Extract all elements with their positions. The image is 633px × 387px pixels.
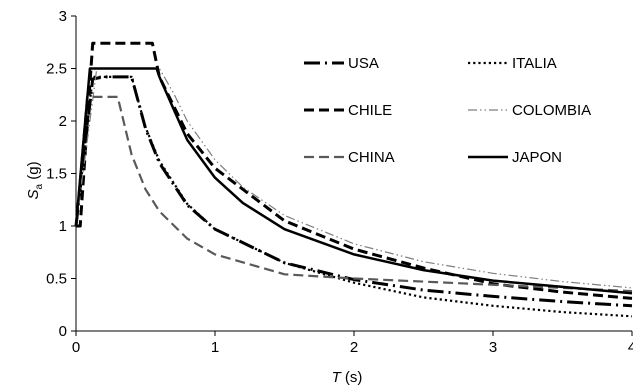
series-line-japon xyxy=(74,67,633,295)
y-tick-label: 2.5 xyxy=(46,61,67,78)
legend-label-china: CHINA xyxy=(348,149,395,166)
x-axis-label-main: T xyxy=(332,369,343,386)
y-axis-label: Sa (g) xyxy=(25,161,45,199)
legend-label-colombia: COLOMBIA xyxy=(512,102,591,119)
x-axis-label: T (s) xyxy=(332,369,363,386)
series-line-colombia xyxy=(75,67,633,289)
axis-labels: Sa (g) T (s) xyxy=(25,161,362,386)
x-tick-label: 0 xyxy=(72,339,80,356)
y-tick-label: 2 xyxy=(59,113,67,130)
axes: 0 0.5 1 1.5 2 2.5 3 0 1 2 3 4 xyxy=(46,8,633,356)
series-line-italia xyxy=(74,75,633,318)
series-layer xyxy=(74,41,633,318)
legend: USA ITALIA CHILE COLOMBIA CHINA JAPON xyxy=(304,55,591,166)
legend-label-chile: CHILE xyxy=(348,102,392,119)
y-axis-label-main: S xyxy=(25,189,42,199)
y-axis-label-subscript: a xyxy=(34,183,45,189)
x-tick-label: 1 xyxy=(211,339,219,356)
y-axis-label-unit: (g) xyxy=(25,161,42,184)
series-line-china xyxy=(74,95,633,293)
x-axis-label-unit: (s) xyxy=(341,369,363,386)
x-tick-label: 4 xyxy=(628,339,633,356)
series-line-chile xyxy=(76,41,633,300)
x-tick-label: 3 xyxy=(489,339,497,356)
y-tick-label: 3 xyxy=(59,8,67,25)
y-tick-label: 1 xyxy=(59,218,67,235)
legend-label-italia: ITALIA xyxy=(512,55,557,72)
legend-label-usa: USA xyxy=(348,55,379,72)
legend-label-japon: JAPON xyxy=(512,149,562,166)
x-tick-label: 2 xyxy=(350,339,358,356)
y-tick-label: 0.5 xyxy=(46,271,67,288)
y-tick-label: 0 xyxy=(59,323,67,340)
series-line-usa xyxy=(74,75,633,308)
y-tick-label: 1.5 xyxy=(46,166,67,183)
